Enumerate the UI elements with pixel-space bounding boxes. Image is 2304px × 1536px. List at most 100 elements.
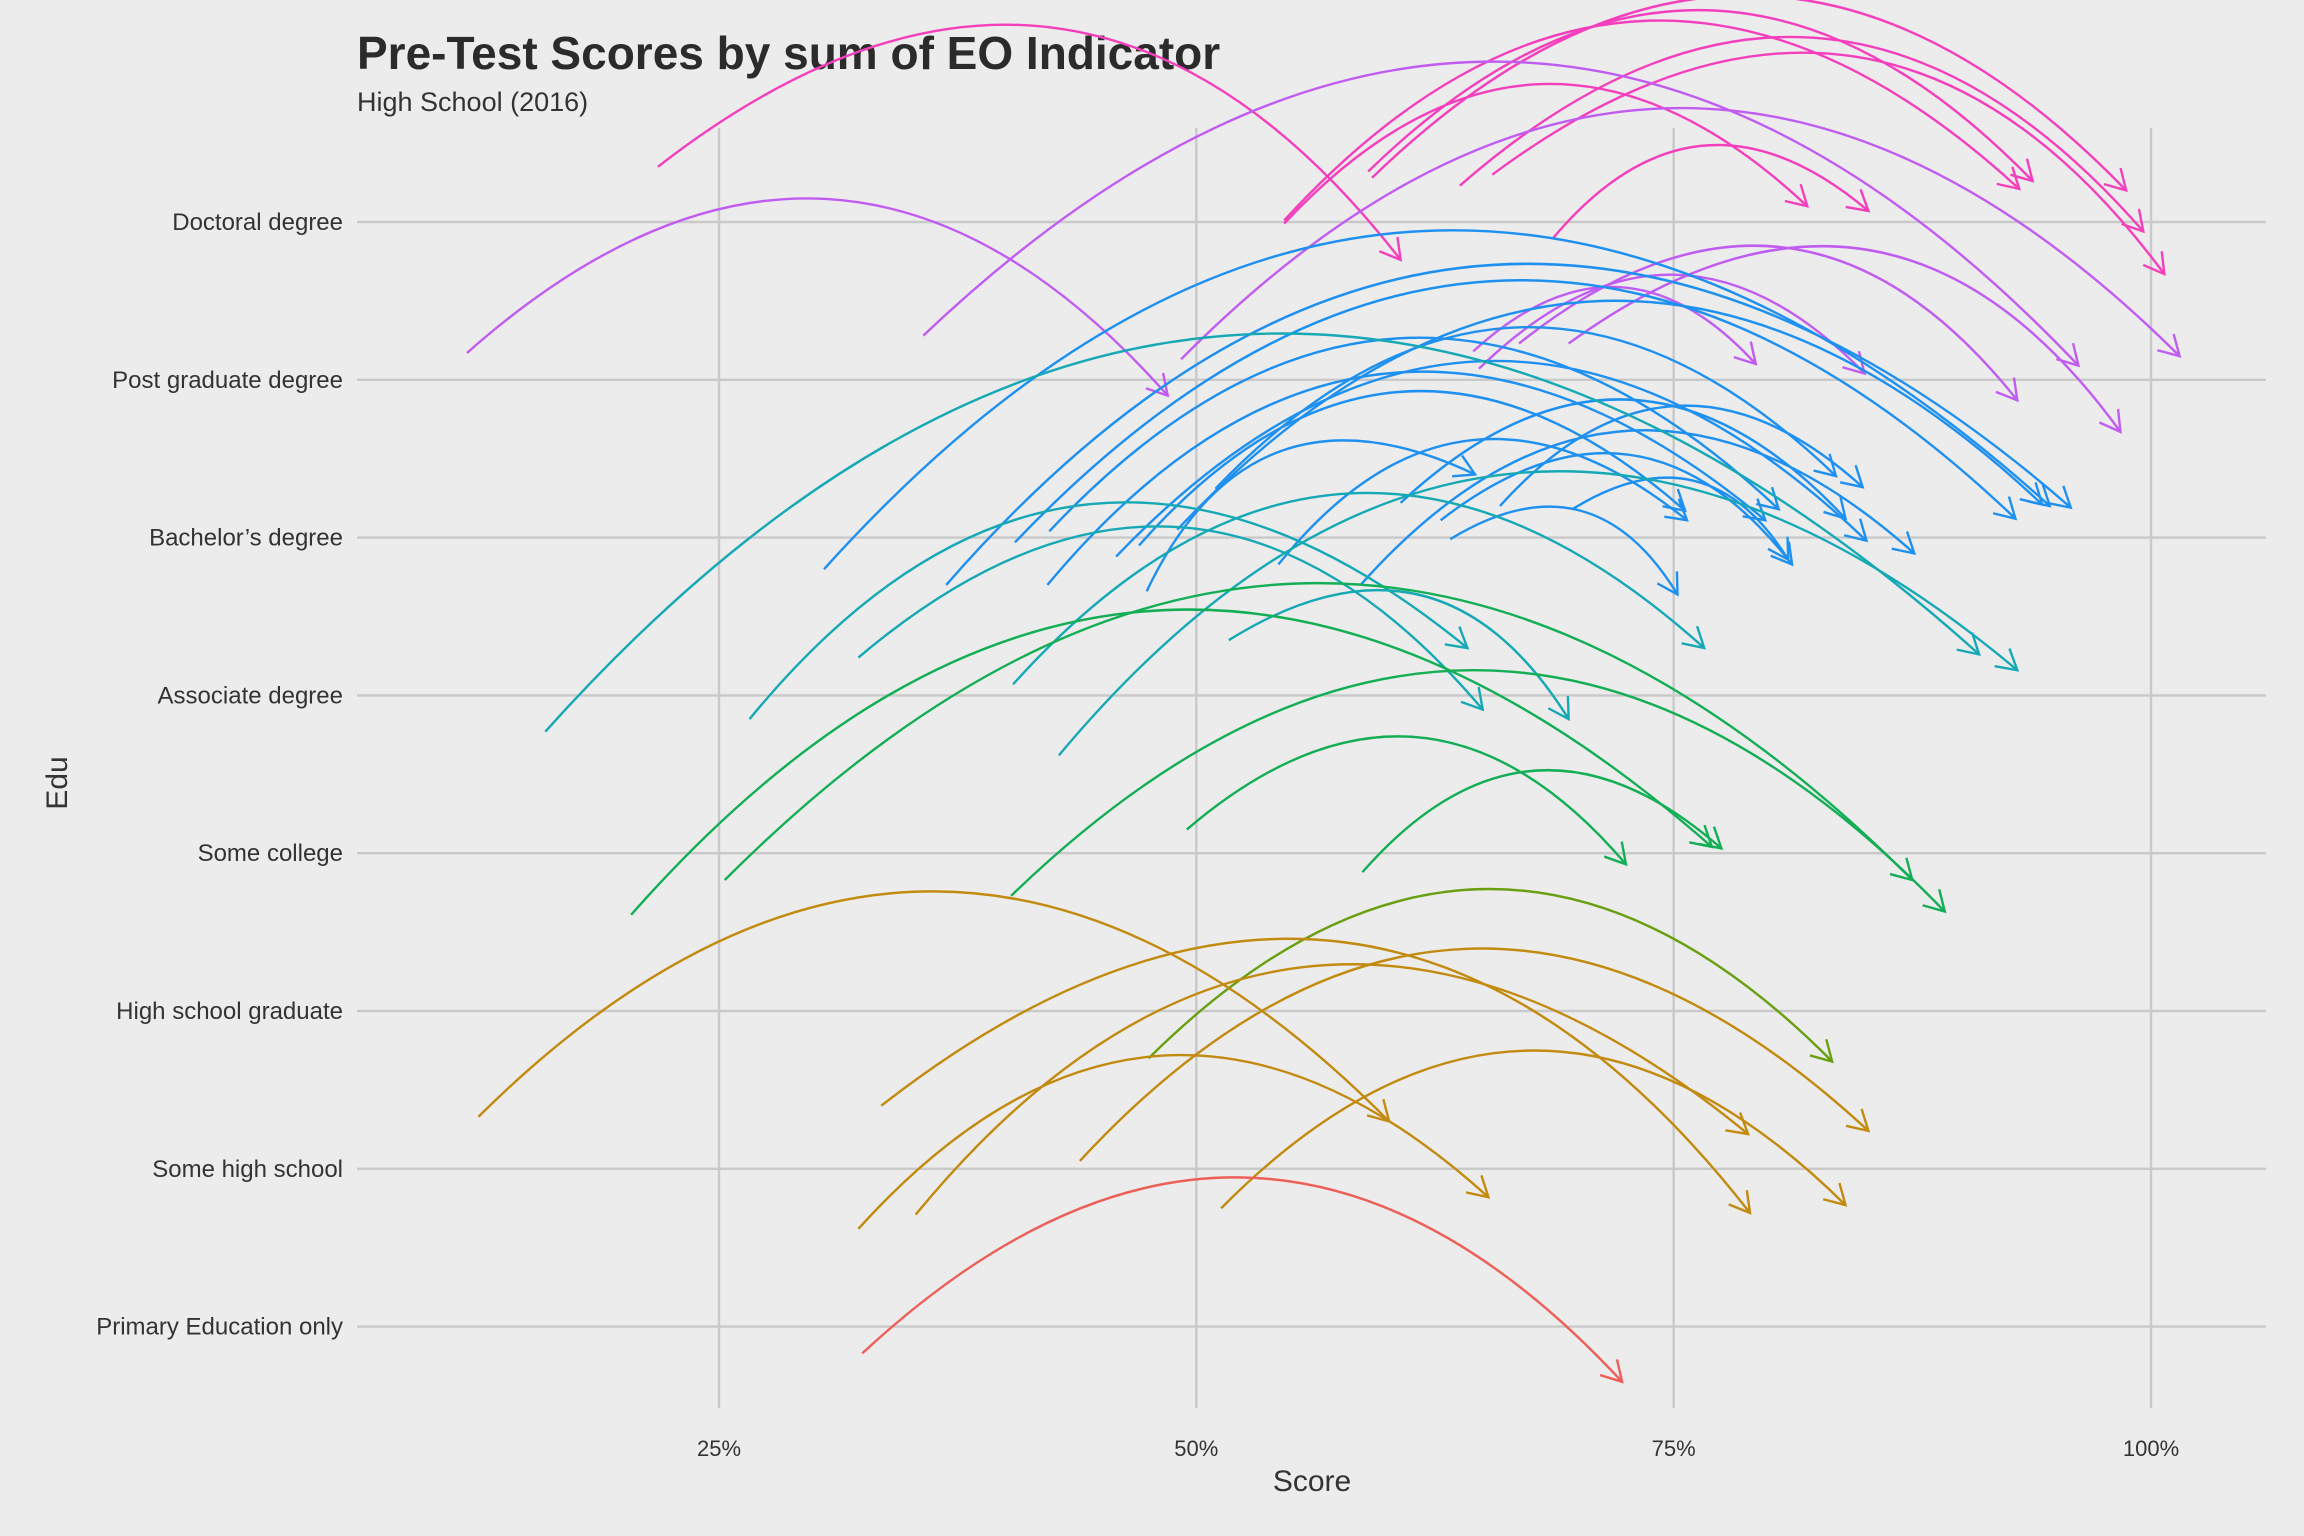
arrow-head (1992, 496, 2018, 521)
arrow-curve (1478, 273, 1866, 375)
x-tick-label: 50% (1174, 1436, 1218, 1461)
arrow-mark (748, 501, 1470, 720)
y-gridlines (357, 220, 2266, 1328)
arrow-curve (1176, 299, 2043, 531)
arrow-head (1444, 626, 1470, 650)
arrow-curve (630, 608, 1713, 916)
arrow-mark (1012, 491, 1707, 686)
arrow-curve (1115, 359, 1868, 558)
arrow-head (1728, 1190, 1752, 1215)
arrow-head (1664, 498, 1689, 522)
arrow-curve (1046, 370, 1767, 586)
arrow-mark (1571, 476, 1790, 562)
arrow-head (1547, 696, 1570, 722)
arrow-mark (1499, 404, 1865, 507)
y-tick-label: Doctoral degree (172, 209, 343, 236)
arrow-head (1452, 454, 1478, 478)
y-tick-labels: Doctoral degree Post graduate degree Bache… (96, 209, 343, 1341)
x-tick-labels: 25% 50% 75% 100% (697, 1436, 2179, 1461)
arrow-curve (1499, 404, 1864, 507)
arrow-mark (1115, 359, 1869, 558)
arrow-mark (861, 1176, 1624, 1384)
arrow-curve (1439, 452, 1793, 566)
arrow-head (2010, 158, 2035, 183)
arrow-curve (1449, 505, 1679, 596)
arrow-head (1891, 531, 1917, 555)
arrow-mark (1449, 505, 1679, 597)
y-tick-label: Associate degree (158, 682, 343, 709)
arrow-head (1845, 1108, 1871, 1133)
arrow-mark (1180, 106, 2182, 361)
arrow-curve (1228, 589, 1570, 720)
chart-subtitle: High School (2016) (357, 87, 589, 117)
arrow-mark (1220, 1049, 1848, 1210)
arrow-mark (723, 582, 1915, 882)
y-tick-label: Some high school (152, 1156, 343, 1183)
arrow-curve (823, 229, 2051, 570)
arrow-mark (1518, 244, 2019, 403)
arrow-head (2157, 333, 2182, 358)
arrow-curve (1367, 8, 2034, 182)
arrow-head (1603, 841, 1628, 867)
arrow-head (1784, 183, 1810, 208)
arrow-curve (1283, 82, 1809, 225)
arrow-curve (723, 582, 1914, 881)
arrow-curve (1048, 336, 1780, 533)
arrow-head (1378, 236, 1403, 262)
arrow-head (2019, 482, 2044, 507)
arrow-head (1843, 518, 1869, 543)
arrow-curve (1552, 143, 1870, 239)
arrow-head (1956, 632, 1981, 656)
arrow-mark (477, 890, 1391, 1124)
arrow-head (2098, 408, 2122, 434)
arrow-mark (1399, 398, 1848, 521)
arrow-curve (1399, 398, 1847, 520)
arrow-mark (1078, 947, 1871, 1162)
arrow-mark (1186, 735, 1628, 867)
arrow-mark (466, 197, 1170, 398)
arrow-curve (1012, 491, 1706, 686)
y-tick-label: Bachelor’s degree (149, 525, 343, 552)
arrow-curve (1014, 279, 2017, 544)
x-gridlines (717, 128, 2153, 1408)
arrow-head (1767, 536, 1790, 562)
arrow-mark (1277, 437, 1689, 566)
x-tick-label: 75% (1652, 1436, 1696, 1461)
arrow-mark (880, 937, 1752, 1215)
arrow-curve (1472, 285, 1757, 365)
arrow-head (2142, 251, 2166, 277)
arrow-curve (1277, 437, 1688, 566)
arrow-curve (1359, 429, 1916, 586)
arrow-curve (1010, 669, 1946, 913)
arrow-mark (1552, 143, 1871, 239)
arrow-curve (861, 1176, 1623, 1383)
x-tick-label: 100% (2123, 1436, 2179, 1461)
arrow-curve (1078, 947, 1870, 1162)
arrow-curve (657, 23, 1402, 261)
y-tick-label: Primary Education only (96, 1314, 343, 1341)
arrow-curve (1361, 769, 1723, 873)
arrow-curve (1057, 470, 2019, 757)
arrow-mark (1361, 769, 1724, 873)
arrow-mark (1459, 35, 2145, 234)
arrow-curve (880, 937, 1751, 1214)
arrow-head (1698, 826, 1724, 851)
arrow-head (1460, 686, 1485, 712)
x-axis-title: Score (1273, 1465, 1351, 1498)
arrow-curve (477, 890, 1391, 1123)
arrow-mark (945, 262, 2073, 586)
arrow-curve (1147, 887, 1833, 1063)
arrow-mark (922, 60, 2081, 368)
arrow-curve (1138, 389, 1686, 547)
arrow-curve (1214, 326, 1837, 490)
arrow-mark (1057, 470, 2020, 757)
arrow-head (2056, 342, 2081, 368)
arrow-curve (748, 501, 1469, 720)
arrow-curve (544, 332, 1980, 733)
arrow-curve (1283, 19, 2021, 222)
y-axis-title: Edu (41, 756, 74, 809)
arrow-head (1922, 888, 1947, 914)
arrow-mark (857, 1053, 1491, 1230)
arrow-curve (1180, 106, 2181, 361)
